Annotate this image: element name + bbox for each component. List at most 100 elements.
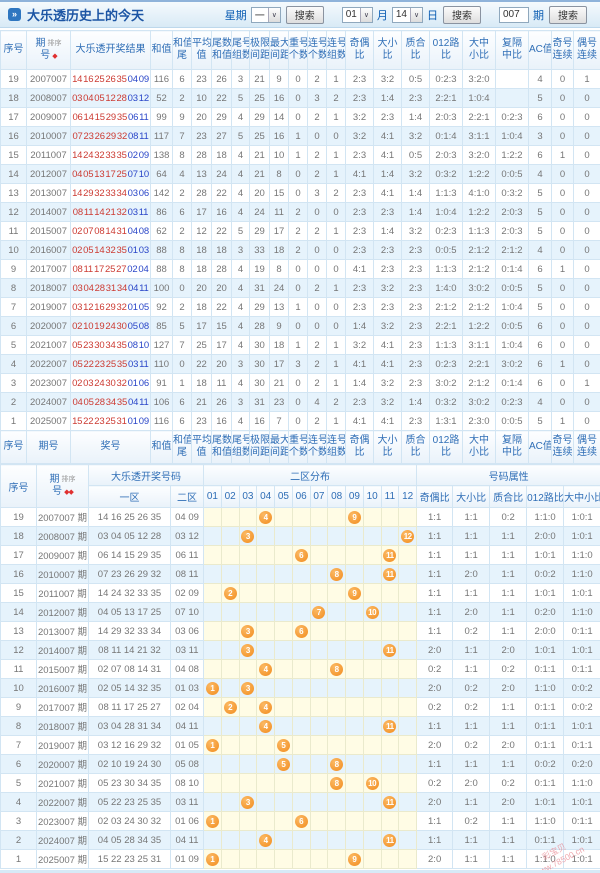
cell-dist-12 xyxy=(398,621,418,641)
cell-dist-12 xyxy=(398,773,418,793)
cell-odd-even-ratio: 2:3 xyxy=(345,392,374,412)
cell-zone2-numbers: 02 04 xyxy=(170,697,204,717)
cell-dist-02 xyxy=(220,830,240,850)
cell-big-small-ratio: 1:1 xyxy=(452,754,491,774)
cell-sum: 138 xyxy=(150,145,173,165)
stats-header-col-label: 大小 xyxy=(377,38,398,49)
cell-zone1-numbers: 14 16 25 26 35 xyxy=(88,507,171,527)
cell-seq: 5 xyxy=(0,773,37,793)
cell-seq: 11 xyxy=(0,659,37,679)
stats-header-col-result: 大乐透开奖结果 xyxy=(70,30,151,70)
cell-dist-08 xyxy=(327,697,346,717)
cell-dist-09 xyxy=(345,659,364,679)
cell-tail-groups: 3 xyxy=(231,392,250,412)
stats-header-col-sum-tail: 和值尾 xyxy=(172,30,192,70)
cell-sum-tail: 2 xyxy=(172,183,192,203)
cell-seq: 8 xyxy=(0,716,37,736)
week-select[interactable]: 一 ∨ xyxy=(250,6,281,23)
front-numbers: 07 23 26 29 32 xyxy=(72,130,128,142)
stats-header-col-issue[interactable]: 期排序号 ◆ xyxy=(26,30,71,70)
cell-tail-groups: 5 xyxy=(231,126,250,146)
issue-input[interactable] xyxy=(499,6,529,23)
sort-label: 排序 xyxy=(61,475,76,483)
cell-big-mid-small-ratio: 0:2:0 xyxy=(563,754,600,774)
cell-road012-ratio: 0:0:5 xyxy=(429,240,463,260)
cell-sum-tail: 0 xyxy=(172,354,192,374)
stats-row: 19 2007007 14 16 25 26 35 04 09 116 6 23 26 3 21… xyxy=(0,69,600,89)
cell-dist-04 xyxy=(256,811,275,831)
cell-avg: 28 xyxy=(191,183,212,203)
cell-odd-even-ratio: 1:1 xyxy=(416,621,454,641)
stats-footer-col-label: 值 xyxy=(196,447,207,458)
number-ball: 4 xyxy=(259,833,273,847)
cell-sum-tail: 1 xyxy=(172,373,192,393)
zone-col-d09: 09 xyxy=(345,485,364,508)
cell-zone2-numbers: 08 10 xyxy=(170,773,204,793)
cell-odd-run: 0 xyxy=(551,69,574,89)
cell-dist-06: 6 xyxy=(291,811,311,831)
zone-col-issue[interactable]: 期排序号 ◆◆ xyxy=(36,464,89,508)
cell-big-mid-small-ratio: 4:1:0 xyxy=(462,183,496,203)
number-ball: 3 xyxy=(241,681,255,695)
cell-consec-count: 2 xyxy=(307,69,327,89)
cell-seq: 3 xyxy=(0,811,37,831)
cell-dist-03 xyxy=(238,507,258,527)
cell-dist-09 xyxy=(345,697,364,717)
cell-ac-value: 6 xyxy=(528,259,552,279)
month-select[interactable]: 01 ∨ xyxy=(341,6,373,23)
cell-issue: 2023007 期 xyxy=(36,811,89,831)
cell-max-gap: 11 xyxy=(269,202,289,222)
cell-avg: 23 xyxy=(191,411,212,431)
cell-big-small-ratio: 4:1 xyxy=(373,354,402,374)
cell-repeat-count: 1 xyxy=(288,335,308,355)
cell-sum: 86 xyxy=(150,202,173,222)
cell-prime-comp-ratio: 1:4 xyxy=(401,202,430,222)
date-search-button[interactable]: 搜索 xyxy=(443,5,481,24)
stats-footer-col-label: 尾 xyxy=(177,447,187,458)
cell-issue: 2012007 xyxy=(26,164,71,184)
cell-road012-ratio: 1:0:1 xyxy=(526,792,565,812)
number-ball: 2 xyxy=(223,700,237,714)
cell-odd-run: 0 xyxy=(551,202,574,222)
cell-limit-span: 31 xyxy=(249,278,270,298)
cell-dist-01 xyxy=(203,545,222,565)
cell-sum-tail: 8 xyxy=(172,240,192,260)
stats-header-col-label: 值 xyxy=(196,50,207,61)
cell-consec-count: 0 xyxy=(307,297,327,317)
cell-dist-11 xyxy=(380,583,400,603)
cell-seq: 16 xyxy=(0,126,27,146)
stats-footer-col-label: 连号 xyxy=(308,435,327,446)
stats-footer-col-repeat-count: 重号 个数 xyxy=(288,430,308,464)
stats-header-col-tail-sum: 尾数 和值 xyxy=(211,30,232,70)
cell-dist-05 xyxy=(274,716,293,736)
cell-repeat-count: 0 xyxy=(288,259,308,279)
cell-big-mid-small-ratio: 1:0:1 xyxy=(563,507,600,527)
cell-dup-skip-mid-ratio: 1:2:2 xyxy=(495,145,529,165)
cell-issue: 2015007 期 xyxy=(36,659,89,679)
cell-issue: 2018007 期 xyxy=(36,716,89,736)
number-ball: 8 xyxy=(330,757,344,771)
zone-row: 5 2021007 期 05 23 30 34 35 08 10 8 10 0:2 2:0 0:… xyxy=(0,773,600,793)
cell-big-small-ratio: 4:1 xyxy=(373,335,402,355)
cell-dist-04: 4 xyxy=(256,830,275,850)
cell-dist-06 xyxy=(291,754,311,774)
cell-issue: 2011007 期 xyxy=(36,583,89,603)
cell-road012-ratio: 0:0:2 xyxy=(526,564,565,584)
cell-seq: 10 xyxy=(0,678,37,698)
cell-zone1-numbers: 08 11 17 25 27 xyxy=(88,697,171,717)
issue-search-button[interactable]: 搜索 xyxy=(549,5,587,24)
cell-tail-sum: 16 xyxy=(211,411,232,431)
cell-avg: 20 xyxy=(191,107,212,127)
week-search-button[interactable]: 搜索 xyxy=(285,5,324,24)
cell-tail-groups: 5 xyxy=(231,221,250,241)
number-ball: 11 xyxy=(383,643,397,657)
cell-dist-06 xyxy=(291,564,311,584)
cell-even-run: 0 xyxy=(573,88,600,108)
cell-dist-05 xyxy=(274,697,293,717)
cell-even-run: 1 xyxy=(573,373,600,393)
cell-dist-12 xyxy=(398,792,418,812)
day-select[interactable]: 14 ∨ xyxy=(391,6,423,23)
stats-footer-col-label: 连续 xyxy=(552,447,573,458)
cell-even-run: 0 xyxy=(573,240,600,260)
cell-tail-sum: 18 xyxy=(211,240,232,260)
